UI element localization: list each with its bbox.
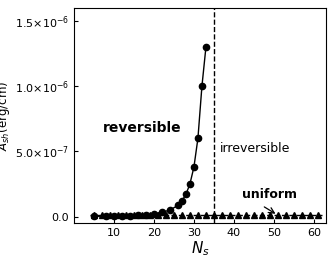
X-axis label: $N_s$: $N_s$ — [191, 239, 209, 258]
Text: irreversible: irreversible — [220, 142, 290, 155]
Y-axis label: $A_{sh}$(erg/cm): $A_{sh}$(erg/cm) — [0, 81, 12, 151]
Text: uniform: uniform — [242, 188, 297, 201]
Text: reversible: reversible — [102, 121, 181, 135]
